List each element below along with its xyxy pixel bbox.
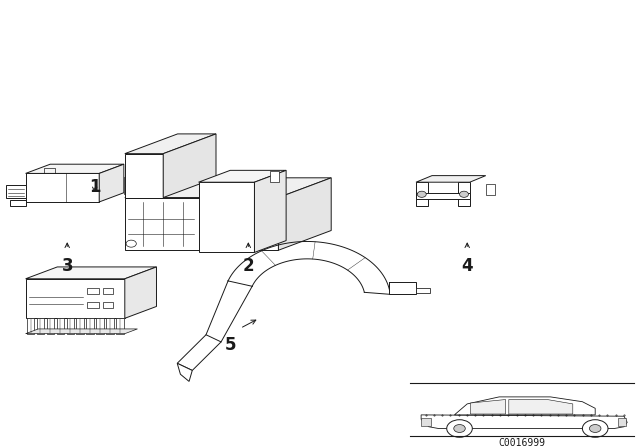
Bar xyxy=(116,318,124,334)
Polygon shape xyxy=(26,173,99,202)
Bar xyxy=(57,318,64,334)
Polygon shape xyxy=(255,170,286,252)
Text: 2: 2 xyxy=(243,257,254,275)
Polygon shape xyxy=(125,198,278,250)
Text: C0016999: C0016999 xyxy=(498,438,545,448)
Bar xyxy=(47,318,54,334)
Polygon shape xyxy=(6,185,26,198)
Polygon shape xyxy=(454,397,595,415)
Polygon shape xyxy=(458,182,470,207)
Circle shape xyxy=(447,420,472,437)
Bar xyxy=(270,171,280,182)
Polygon shape xyxy=(10,200,26,207)
Bar xyxy=(618,418,626,426)
Bar xyxy=(67,318,74,334)
Bar xyxy=(486,184,495,195)
Circle shape xyxy=(417,191,426,198)
Bar xyxy=(86,318,94,334)
Text: 3: 3 xyxy=(61,257,73,275)
Bar xyxy=(96,318,104,334)
Circle shape xyxy=(460,191,468,198)
Bar xyxy=(77,318,84,334)
Bar xyxy=(124,186,135,194)
Polygon shape xyxy=(26,267,156,279)
Polygon shape xyxy=(470,400,506,414)
Bar xyxy=(416,193,470,199)
Polygon shape xyxy=(198,182,255,252)
Circle shape xyxy=(582,420,608,437)
Polygon shape xyxy=(177,335,221,370)
Polygon shape xyxy=(26,329,138,334)
Bar xyxy=(37,318,44,334)
Text: 1: 1 xyxy=(89,178,100,196)
Polygon shape xyxy=(416,182,428,207)
Bar xyxy=(103,302,113,308)
Bar xyxy=(87,302,99,308)
Bar xyxy=(27,318,35,334)
Circle shape xyxy=(589,425,601,432)
Polygon shape xyxy=(278,178,332,250)
Polygon shape xyxy=(125,154,163,198)
Polygon shape xyxy=(421,415,627,428)
Polygon shape xyxy=(125,267,156,318)
Bar xyxy=(87,288,99,294)
Polygon shape xyxy=(26,279,125,318)
Circle shape xyxy=(454,425,465,432)
Polygon shape xyxy=(99,164,124,202)
Polygon shape xyxy=(26,164,124,173)
Bar xyxy=(416,288,429,293)
Bar xyxy=(124,177,135,185)
Polygon shape xyxy=(163,134,216,198)
Polygon shape xyxy=(177,363,192,381)
Polygon shape xyxy=(125,134,216,154)
Polygon shape xyxy=(198,170,286,182)
Bar xyxy=(389,282,416,294)
Bar xyxy=(421,418,431,426)
Polygon shape xyxy=(509,400,573,414)
Text: 4: 4 xyxy=(461,257,473,275)
Bar xyxy=(106,318,114,334)
Polygon shape xyxy=(416,176,486,182)
Bar xyxy=(103,288,113,294)
Polygon shape xyxy=(125,178,332,198)
Text: 5: 5 xyxy=(225,336,236,354)
